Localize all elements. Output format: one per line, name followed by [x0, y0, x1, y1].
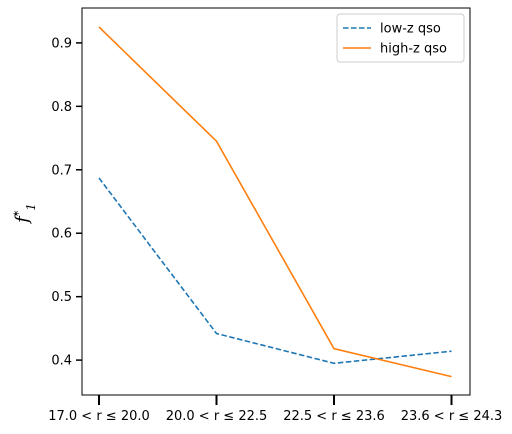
series-line-high-z — [98, 26, 452, 378]
series-line-low-z — [98, 177, 452, 365]
x-tick-label: 20.0 < r ≤ 22.5 — [166, 409, 268, 424]
legend-label: high-z qso — [380, 42, 447, 57]
x-ticks: 17.0 < r ≤ 20.0 20.0 < r ≤ 22.5 22.5 < r ≤… — [48, 395, 502, 424]
y-tick-label: 0.4 — [51, 354, 72, 369]
y-tick-label: 0.5 — [51, 290, 72, 305]
legend-label: low-z qso — [380, 22, 441, 37]
legend: low-z qso high-z qso — [336, 13, 465, 63]
y-tick-label: 0.7 — [51, 163, 72, 178]
series — [98, 26, 452, 378]
y-tick-label: 0.9 — [51, 36, 72, 51]
legend-box — [336, 13, 465, 63]
x-tick-label: 22.5 < r ≤ 23.6 — [283, 409, 385, 424]
x-tick-label: 17.0 < r ≤ 20.0 — [48, 409, 150, 424]
axes — [81, 7, 471, 396]
y-axis-label: f*1 — [12, 203, 39, 225]
y-tick-label: 0.8 — [51, 100, 72, 115]
plot-frame — [81, 7, 471, 396]
y-ticks: 0.4 0.5 0.6 0.7 0.8 0.9 — [51, 36, 82, 369]
x-tick-label: 23.6 < r ≤ 24.3 — [401, 409, 503, 424]
y-tick-label: 0.6 — [51, 227, 72, 242]
